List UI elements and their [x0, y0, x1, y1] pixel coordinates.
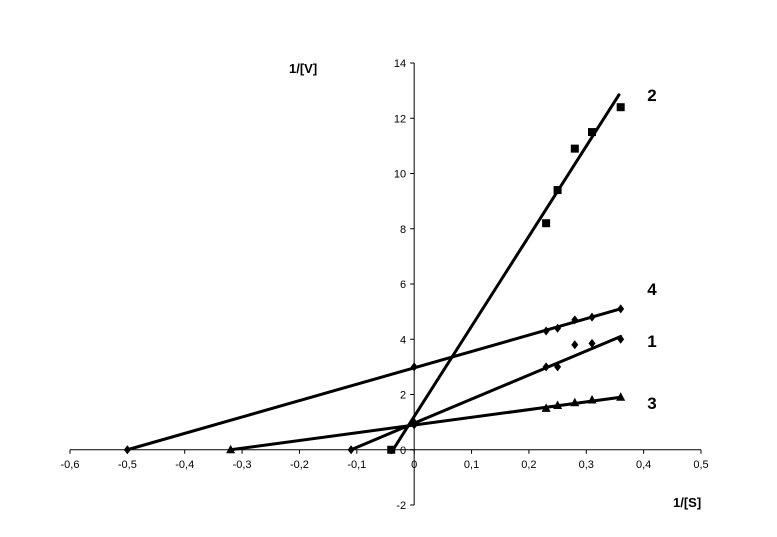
- series-3-point: [409, 417, 419, 426]
- y-tick-label: 8: [400, 224, 406, 236]
- series-label-3: 3: [647, 394, 656, 413]
- x-tick-label: -0,4: [175, 459, 194, 471]
- x-tick-labels: -0,6 -0,5 -0,4 -0,3 -0,2 -0,1 0 0,1 0,2 0,3 0,4 0,5: [61, 459, 709, 471]
- x-tick-label: -0,3: [233, 459, 252, 471]
- x-tick-label: -0,2: [290, 459, 309, 471]
- y-tick-label: 4: [400, 334, 406, 346]
- series-1-point: [588, 338, 596, 348]
- series-2-point: [616, 103, 625, 112]
- x-tick-label: 0: [411, 459, 417, 471]
- series-1-point: [571, 340, 579, 350]
- regression-lines: [125, 93, 623, 455]
- series-3-point: [587, 395, 597, 404]
- series-1-line: [349, 334, 623, 452]
- data-markers: [123, 103, 626, 455]
- x-tick-label: 0,3: [579, 459, 594, 471]
- series-label-1: 1: [647, 332, 656, 351]
- series-2-point: [570, 144, 579, 153]
- series-3-line: [229, 395, 623, 452]
- x-tick-label: -0,6: [61, 459, 80, 471]
- x-tick-label: -0,1: [347, 459, 366, 471]
- x-tick-label: -0,5: [118, 459, 137, 471]
- series-3-point: [553, 400, 563, 410]
- series-4-point: [571, 315, 579, 325]
- series-3-point: [570, 397, 580, 407]
- series-4-line: [125, 307, 623, 452]
- y-tick-labels: -2 0 2 4 6 8 10 12 14: [394, 58, 406, 512]
- axes: [69, 62, 702, 506]
- series-2-line: [389, 93, 621, 455]
- x-tick-label: 0,4: [636, 459, 651, 471]
- series-3-point: [541, 403, 551, 412]
- series-2-point: [387, 445, 396, 454]
- series-1-point: [554, 362, 562, 372]
- y-tick-label: 6: [400, 279, 406, 291]
- series-label-4: 4: [647, 280, 657, 299]
- series-4-point: [588, 312, 596, 322]
- y-tick-label: 0: [400, 445, 406, 457]
- series-label-2: 2: [647, 86, 656, 105]
- x-tick-label: 0,1: [464, 459, 479, 471]
- x-tick-label: 0,2: [521, 459, 536, 471]
- series-3-point: [616, 392, 626, 401]
- y-tick-label: 12: [394, 113, 406, 125]
- x-tick-label: 0,5: [693, 459, 708, 471]
- series-4-point: [554, 323, 562, 333]
- series-1-point: [347, 445, 355, 455]
- series-4-point: [123, 445, 131, 455]
- series-2-point: [542, 219, 551, 228]
- series-3-point: [226, 444, 236, 454]
- y-tick-label: -2: [396, 500, 406, 512]
- series-1-point: [542, 362, 550, 372]
- x-axis-title: 1/[S]: [673, 495, 701, 510]
- y-tick-label: 10: [394, 169, 406, 181]
- series-4-point: [410, 362, 418, 372]
- y-tick-label: 14: [394, 58, 406, 70]
- series-4-point: [617, 304, 625, 314]
- series-2-point: [588, 128, 597, 137]
- y-axis-title: 1/[V]: [289, 61, 317, 76]
- series-2-point: [553, 186, 562, 195]
- series-1-point: [617, 334, 625, 344]
- series-4-point: [542, 326, 550, 336]
- series-labels: 2 4 1 3: [647, 86, 657, 413]
- y-tick-label: 2: [400, 390, 406, 402]
